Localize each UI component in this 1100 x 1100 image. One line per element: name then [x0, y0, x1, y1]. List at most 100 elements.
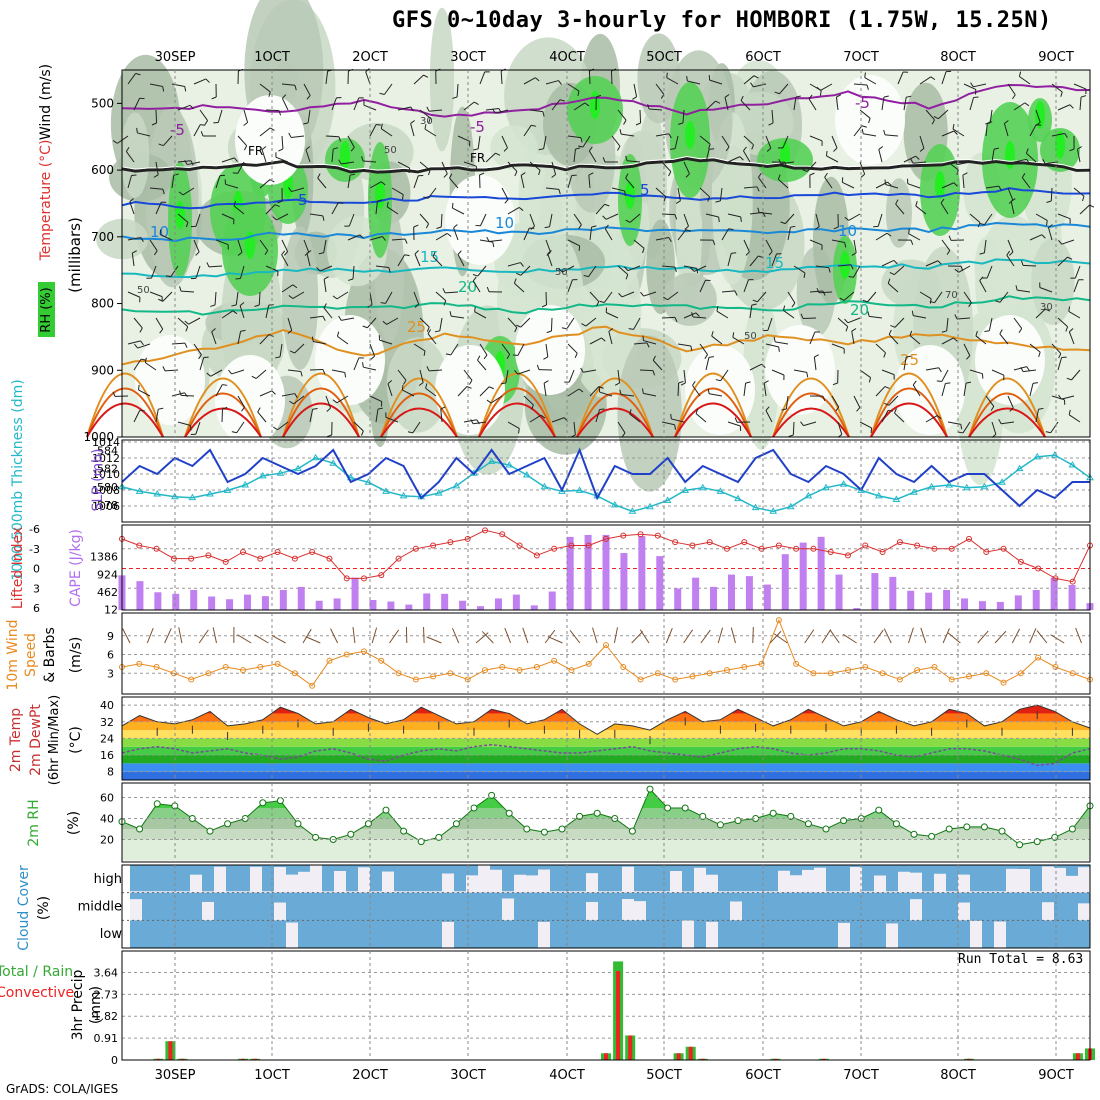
wind-barb-flag — [205, 78, 210, 83]
wind-barb — [946, 317, 949, 331]
cape-bar — [853, 608, 861, 610]
wind-barb — [759, 212, 773, 215]
wind-barb — [386, 317, 399, 325]
wind-barb — [451, 315, 465, 319]
wind-barb — [529, 414, 542, 423]
isotherm-arc — [772, 377, 850, 438]
wind-barb-flag — [404, 238, 408, 244]
wind-barb-flag — [621, 432, 626, 438]
wind-barb-flag — [442, 288, 446, 294]
wind-barb-flag — [512, 354, 518, 356]
wind-barb-flag — [311, 336, 314, 342]
wind-barb — [440, 213, 443, 228]
wind-barb-flag — [222, 384, 228, 386]
wind-barb — [757, 291, 767, 303]
wind-barb — [952, 128, 965, 137]
wind-barb-flag — [546, 251, 551, 256]
wind-barb-10m — [883, 628, 892, 644]
wind-barb — [925, 109, 935, 121]
wind-barb — [507, 317, 518, 328]
isotherm-arc — [282, 387, 360, 438]
wind-barb-flag — [306, 250, 312, 254]
rh-marker — [593, 809, 601, 817]
wind-barb — [711, 335, 723, 345]
wind-barb-flag — [832, 382, 838, 386]
wind-barb-flag — [446, 232, 452, 237]
cloud-cell — [910, 872, 922, 893]
wind-speed-marker — [948, 676, 955, 683]
wind-barb — [727, 421, 741, 427]
wind-tick-label: 9 — [107, 630, 114, 643]
wind-barb-flag — [407, 431, 413, 434]
wind-barb-10m — [977, 630, 989, 644]
wind-barb-flag — [624, 266, 629, 271]
wind-barb-flag — [514, 171, 518, 177]
date-label-bottom: 5OCT — [646, 1068, 682, 1083]
rh-marker — [259, 799, 267, 807]
cape-bar — [925, 592, 933, 610]
wind-speed-marker — [931, 664, 938, 670]
wind-barb — [549, 213, 553, 227]
wind-barb-10m — [212, 627, 217, 644]
isotherm-arc — [674, 387, 752, 438]
wind-barb — [781, 161, 795, 165]
wind-barb-10m — [178, 627, 183, 644]
wind-barb-flag — [1010, 198, 1016, 202]
wind-speed-marker — [637, 676, 644, 683]
wind-barb-flag — [428, 117, 431, 123]
wind-barb-flag — [243, 122, 248, 126]
wind-barb — [150, 265, 157, 279]
wind-barb — [397, 369, 407, 381]
wind-speed-marker — [170, 670, 177, 677]
axis-label-text: (%) — [66, 811, 82, 835]
wind-barb — [878, 149, 883, 163]
precip-convective-bar — [241, 1058, 245, 1060]
slp-line — [121, 447, 1090, 508]
rh-marker — [628, 827, 636, 835]
wind-barb — [177, 160, 191, 163]
rh-shading — [386, 337, 449, 433]
wind-barb — [853, 395, 861, 408]
cloud-cell — [622, 899, 634, 921]
wind-barb — [721, 290, 735, 293]
wind-barb-flag — [802, 169, 808, 172]
wind-barb — [753, 83, 767, 88]
wind-speed-marker — [430, 673, 437, 680]
wind-barb — [1035, 308, 1046, 319]
thickness-marker — [241, 481, 250, 488]
lifted-index-marker — [170, 555, 177, 562]
axis-label-text: (millibars) — [66, 217, 84, 293]
date-label-top: 4OCT — [549, 50, 585, 65]
wind-barb — [859, 161, 866, 175]
wind-barb-10m — [302, 628, 312, 644]
wind-barb-flag — [303, 122, 309, 125]
wind-barb-flag — [426, 106, 430, 112]
wind-barb-flag — [640, 291, 645, 297]
precip-convective-bar — [967, 1058, 971, 1060]
rh-shading — [1031, 237, 1075, 325]
wind-barb — [429, 109, 443, 112]
wind-barb — [629, 213, 641, 223]
rh-marker — [804, 820, 812, 828]
wind-speed-marker — [291, 670, 298, 677]
wind-barb-flag — [190, 160, 194, 166]
wind-barb-flag — [382, 320, 388, 325]
y-tick-label: 500 — [91, 96, 114, 110]
cloud-cell — [598, 891, 610, 893]
rh-dry-area — [215, 355, 285, 445]
precip-convective-bar — [180, 1058, 185, 1060]
wind-barb — [413, 291, 420, 305]
wind-barb — [743, 135, 754, 146]
wind-speed-marker — [378, 657, 385, 664]
wind-barb — [639, 109, 642, 124]
wind-barb-flag — [642, 335, 644, 341]
wind-barb-flag — [960, 424, 963, 430]
temp-label: 2m Temp — [8, 708, 24, 772]
wind-barb — [588, 150, 597, 163]
wind-barb — [908, 233, 921, 241]
wind-barb-flag — [138, 384, 140, 390]
wind-barb-flag — [734, 417, 738, 423]
wind-barb — [1079, 97, 1082, 111]
temp-tick-label: 16 — [100, 749, 114, 762]
wind-barb-flag — [520, 262, 524, 267]
